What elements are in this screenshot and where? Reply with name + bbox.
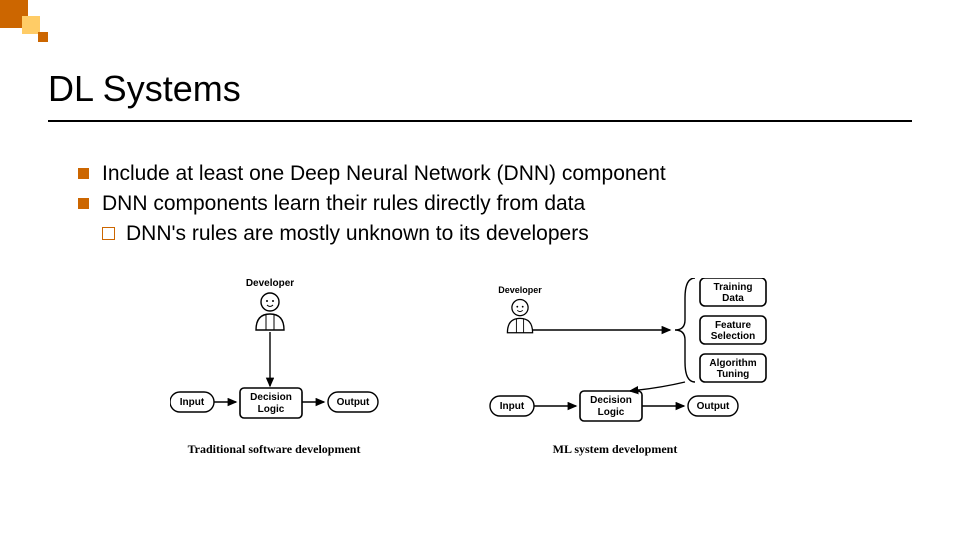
training-label-1: Training [714, 282, 753, 293]
bullet-list: Include at least one Deep Neural Network… [78, 162, 918, 246]
left-caption: Traditional software development [188, 442, 361, 456]
bullet-item: DNN components learn their rules directl… [78, 192, 918, 216]
right-caption: ML system development [553, 442, 678, 456]
decision-logic-node: Decision Logic [240, 388, 302, 418]
input-node: Input [490, 396, 534, 416]
output-node: Output [688, 396, 738, 416]
logic-label-2: Logic [258, 404, 285, 415]
arrow-stack-to-logic [630, 382, 685, 391]
output-label: Output [697, 401, 730, 412]
feature-selection-node: Feature Selection [700, 316, 766, 344]
curly-brace [675, 278, 695, 382]
developer-icon: Developer [246, 278, 294, 330]
diagram-container: Developer Input Decision Logic Output [170, 278, 790, 508]
sub-bullet-item: DNN's rules are mostly unknown to its de… [102, 222, 918, 246]
left-diagram: Developer Input Decision Logic Output [170, 278, 378, 456]
developer-icon: Developer [498, 285, 542, 333]
training-data-node: Training Data [700, 278, 766, 306]
algo-label-2: Tuning [717, 369, 750, 380]
input-label: Input [500, 401, 525, 412]
bullet-item: Include at least one Deep Neural Network… [78, 162, 918, 186]
feature-label-1: Feature [715, 320, 752, 331]
feature-label-2: Selection [711, 331, 755, 342]
diagram-svg: Developer Input Decision Logic Output [170, 278, 790, 508]
input-node: Input [170, 392, 214, 412]
decision-logic-node: Decision Logic [580, 391, 642, 421]
developer-label: Developer [246, 278, 294, 289]
developer-label: Developer [498, 285, 542, 295]
logic-label-1: Decision [250, 392, 292, 403]
logic-label-1: Decision [590, 395, 632, 406]
algo-label-1: Algorithm [709, 358, 756, 369]
title-underline [48, 120, 912, 122]
training-label-2: Data [722, 293, 744, 304]
slide-title: DL Systems [48, 68, 241, 110]
right-diagram: Developer Training Data Feature Selectio… [490, 278, 766, 456]
output-label: Output [337, 397, 370, 408]
logic-label-2: Logic [598, 407, 625, 418]
output-node: Output [328, 392, 378, 412]
algorithm-tuning-node: Algorithm Tuning [700, 354, 766, 382]
input-label: Input [180, 397, 205, 408]
